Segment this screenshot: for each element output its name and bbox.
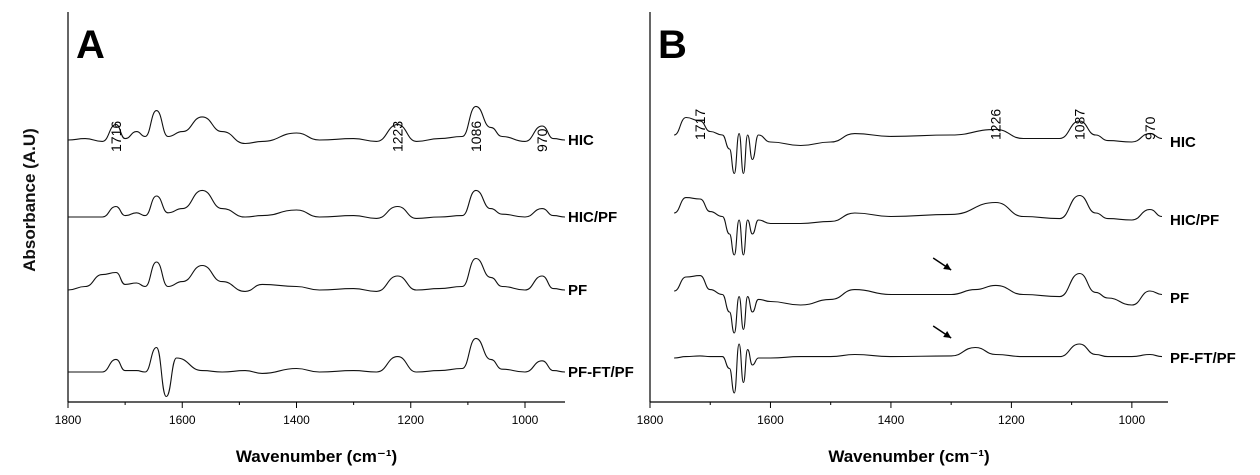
series-line-hic — [674, 118, 1162, 174]
series-line-pf-ft-pf — [68, 338, 565, 396]
peak-annotation: 1226 — [988, 109, 1004, 140]
x-tick-label: 1400 — [283, 413, 310, 427]
series-label: HIC — [1170, 134, 1196, 151]
series-label: PF-FT/PF — [1170, 350, 1236, 367]
arrow-head — [943, 263, 951, 270]
series-label: PF — [568, 282, 587, 299]
series-line-hic-pf — [68, 190, 565, 218]
series-label: HIC/PF — [568, 209, 617, 226]
x-tick-label: 1000 — [512, 413, 539, 427]
peak-annotation: 970 — [534, 128, 550, 152]
series-line-hic-pf — [674, 196, 1162, 256]
panel-b: B 1800 1600 1400 1200 1000 Wavenumber (cm⁻¹) HI… — [637, 12, 1236, 466]
series-line-pf — [68, 259, 565, 292]
arrow-head — [943, 331, 951, 338]
peak-annotation: 1717 — [692, 109, 708, 140]
peak-annotation: 1086 — [468, 121, 484, 152]
panel-label: A — [76, 23, 105, 67]
x-tick-label: 1200 — [998, 413, 1025, 427]
peak-annotation: 1223 — [390, 121, 406, 152]
y-axis-label-wrap: Absorbance (A.U) — [0, 0, 60, 470]
series-line-pf-ft-pf — [674, 344, 1162, 393]
y-axis-label: Absorbance (A.U) — [20, 128, 40, 272]
x-tick-label: 1200 — [397, 413, 424, 427]
peak-annotation: 970 — [1142, 116, 1158, 140]
peak-annotation: 1087 — [1071, 109, 1087, 140]
x-tick-label: 1000 — [1119, 413, 1146, 427]
series-label: PF — [1170, 290, 1189, 307]
series-line-hic — [68, 106, 565, 143]
peak-annotation: 1716 — [108, 121, 124, 152]
x-axis-title: Wavenumber (cm⁻¹) — [236, 447, 397, 466]
series-label: HIC — [568, 132, 594, 149]
x-tick-label: 1600 — [757, 413, 784, 427]
x-tick-label: 1800 — [637, 413, 664, 427]
series-label: HIC/PF — [1170, 212, 1219, 229]
series-line-pf — [674, 274, 1162, 334]
x-tick-label: 1600 — [169, 413, 196, 427]
panel-label: B — [658, 23, 687, 67]
series-label: PF-FT/PF — [568, 364, 634, 381]
x-axis-title: Wavenumber (cm⁻¹) — [828, 447, 989, 466]
x-tick-label: 1400 — [878, 413, 905, 427]
